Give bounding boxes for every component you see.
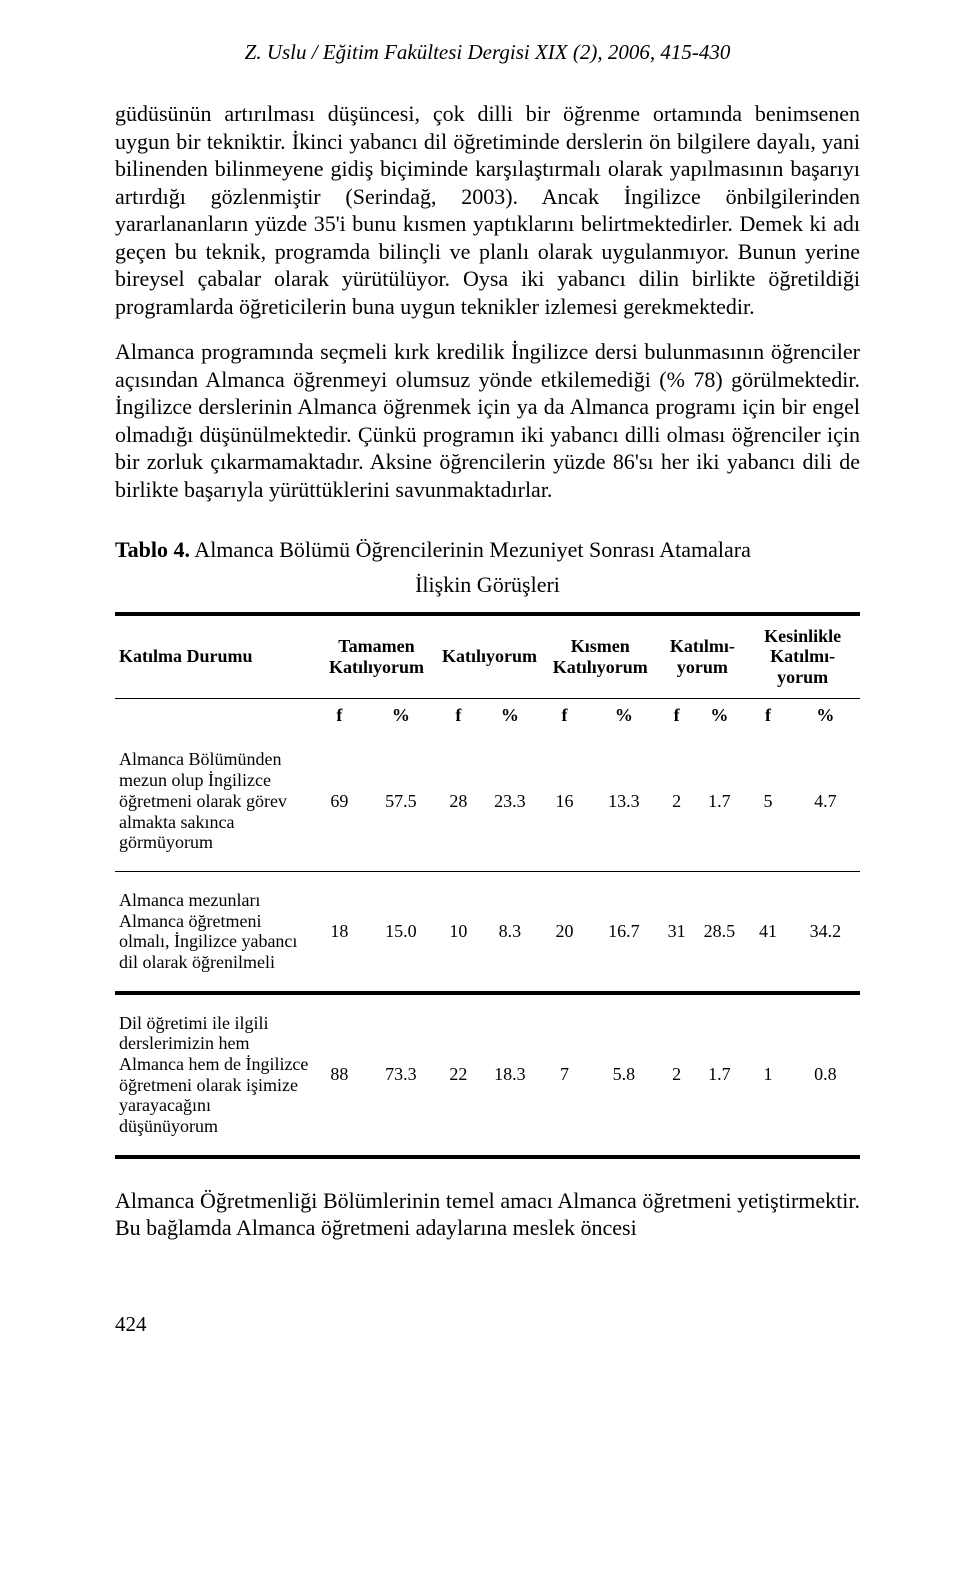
cell: 28 (438, 731, 479, 871)
cell: 2 (660, 993, 694, 1157)
cell: 4.7 (791, 731, 860, 871)
table-title-text: Almanca Bölümü Öğrencilerinin Mezuniyet … (190, 537, 751, 562)
cell: 0.8 (791, 993, 860, 1157)
col-header: Kesinlikle Katılmı-yorum (745, 614, 860, 699)
cell: 41 (745, 871, 791, 992)
cell: 2 (660, 731, 694, 871)
sub-header: % (479, 698, 541, 731)
body-paragraph-2: Almanca programında seçmeli kırk kredili… (115, 338, 860, 503)
row-label: Dil öğretimi ile ilgili derslerimizin he… (115, 993, 315, 1157)
sub-header: % (588, 698, 660, 731)
page-number: 424 (115, 1312, 860, 1336)
running-header: Z. Uslu / Eğitim Fakültesi Dergisi XIX (… (115, 40, 860, 64)
cell: 31 (660, 871, 694, 992)
row-label: Almanca mezunları Almanca öğretmeni olma… (115, 871, 315, 992)
cell: 34.2 (791, 871, 860, 992)
table-subheader-row: f % f % f % f % f % (115, 698, 860, 731)
sub-header: % (791, 698, 860, 731)
table-subtitle: İlişkin Görüşleri (115, 572, 860, 597)
cell: 7 (541, 993, 588, 1157)
cell: 57.5 (364, 731, 438, 871)
cell: 18 (315, 871, 364, 992)
cell: 18.3 (479, 993, 541, 1157)
body-paragraph-1: güdüsünün artırılması düşüncesi, çok dil… (115, 100, 860, 320)
col-header: Kısmen Katılıyorum (541, 614, 660, 699)
cell: 1 (745, 993, 791, 1157)
cell: 20 (541, 871, 588, 992)
table-caption: Tablo 4. Almanca Bölümü Öğrencilerinin M… (115, 537, 860, 562)
cell: 69 (315, 731, 364, 871)
col-header: Tamamen Katılıyorum (315, 614, 438, 699)
cell: 22 (438, 993, 479, 1157)
sub-header: f (438, 698, 479, 731)
sub-header: f (745, 698, 791, 731)
cell: 28.5 (694, 871, 746, 992)
cell: 1.7 (694, 731, 746, 871)
cell: 73.3 (364, 993, 438, 1157)
cell: 23.3 (479, 731, 541, 871)
cell: 1.7 (694, 993, 746, 1157)
sub-header: f (315, 698, 364, 731)
table-row: Almanca mezunları Almanca öğretmeni olma… (115, 871, 860, 992)
body-paragraph-3: Almanca Öğretmenliği Bölümlerinin temel … (115, 1187, 860, 1242)
cell: 88 (315, 993, 364, 1157)
data-table: Katılma Durumu Tamamen Katılıyorum Katıl… (115, 612, 860, 1159)
cell: 15.0 (364, 871, 438, 992)
cell: 16 (541, 731, 588, 871)
table-number: Tablo 4. (115, 537, 190, 562)
cell: 16.7 (588, 871, 660, 992)
cell: 10 (438, 871, 479, 992)
table-row: Dil öğretimi ile ilgili derslerimizin he… (115, 993, 860, 1157)
cell: 5 (745, 731, 791, 871)
sub-header: f (541, 698, 588, 731)
table-header-row: Katılma Durumu Tamamen Katılıyorum Katıl… (115, 614, 860, 699)
row-label: Almanca Bölümünden mezun olup İngilizce … (115, 731, 315, 871)
col-header: Katılmı-yorum (660, 614, 746, 699)
cell: 8.3 (479, 871, 541, 992)
sub-header: % (694, 698, 746, 731)
col-header: Katılıyorum (438, 614, 541, 699)
cell: 5.8 (588, 993, 660, 1157)
cell: 13.3 (588, 731, 660, 871)
sub-header: % (364, 698, 438, 731)
row-header-label: Katılma Durumu (115, 614, 315, 699)
table-row: Almanca Bölümünden mezun olup İngilizce … (115, 731, 860, 871)
sub-header: f (660, 698, 694, 731)
